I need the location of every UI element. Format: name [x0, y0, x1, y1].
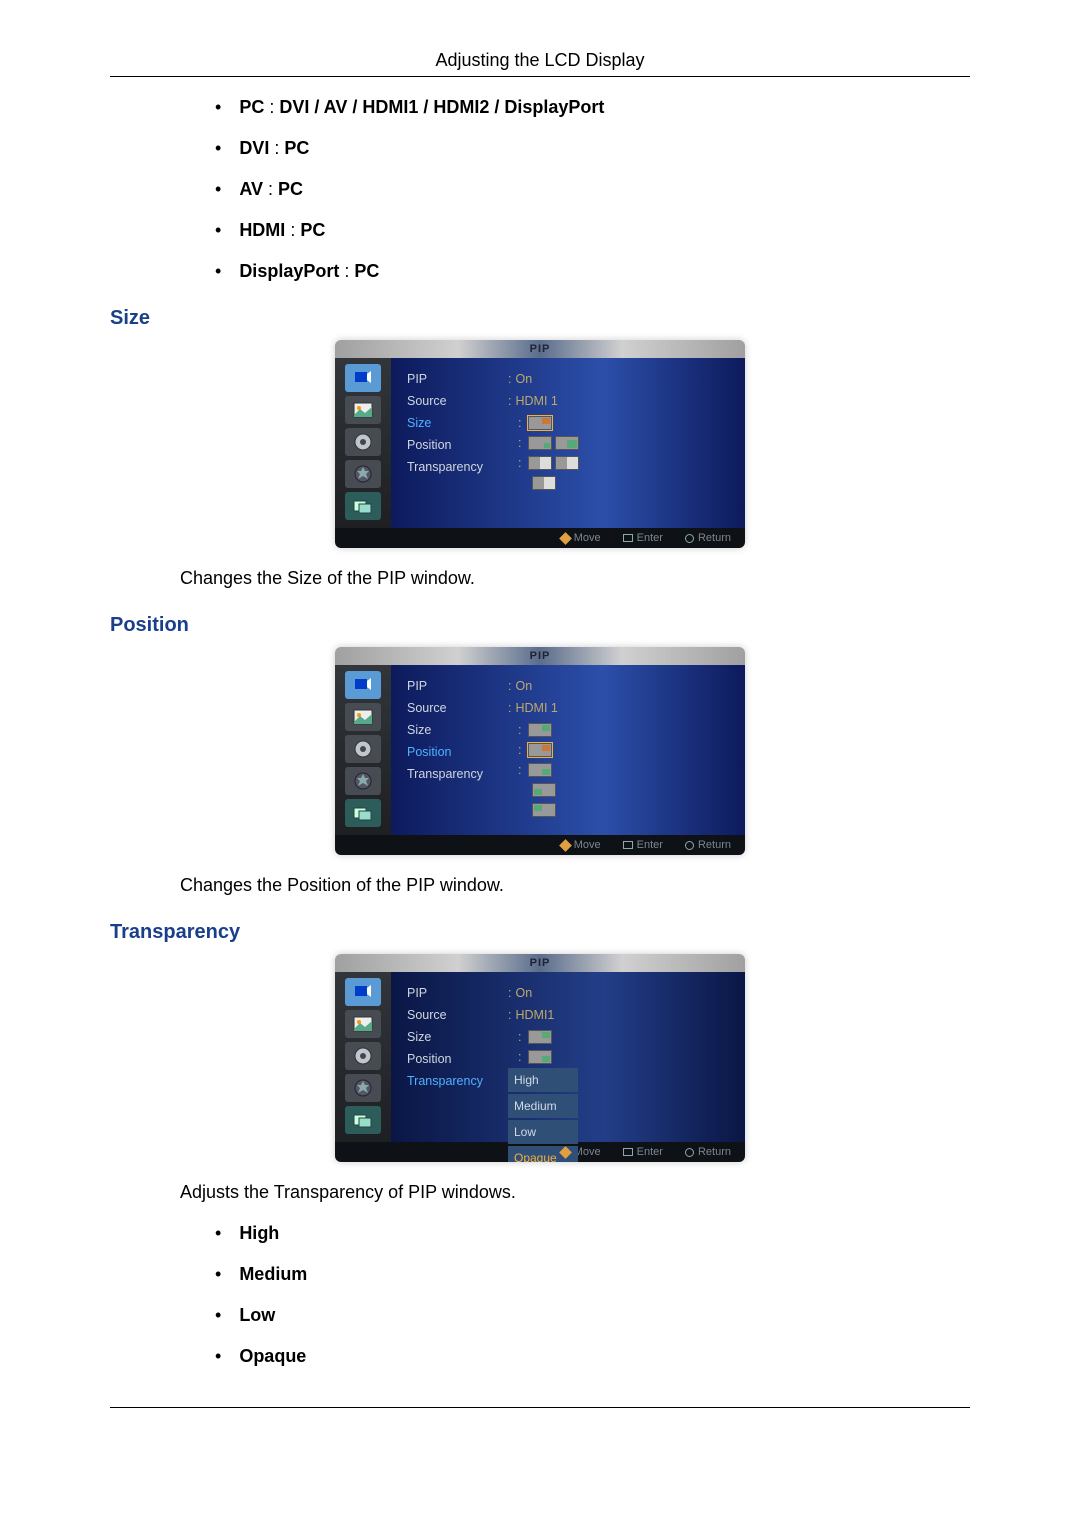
- size-option-6[interactable]: [532, 476, 556, 490]
- source-icon[interactable]: [345, 671, 381, 699]
- footer-enter: Enter: [623, 1146, 663, 1158]
- list-item: Low: [215, 1305, 970, 1326]
- picture-icon[interactable]: [345, 396, 381, 424]
- osd-sidebar: [335, 972, 391, 1142]
- size-option-1[interactable]: [528, 416, 552, 430]
- osd-title: PIP: [335, 647, 745, 665]
- footer-move: Move: [561, 1146, 601, 1158]
- size-thumb: [528, 723, 552, 737]
- header-divider: [110, 76, 970, 77]
- osd-size: PIP PIP Source Size Position Transparenc…: [110, 340, 970, 548]
- multi-control-icon[interactable]: [345, 492, 381, 520]
- setup-icon[interactable]: [345, 1074, 381, 1102]
- transparency-list: High Medium Low Opaque: [215, 1223, 970, 1367]
- section-desc-position: Changes the Position of the PIP window.: [180, 875, 970, 896]
- osd-footer: Move Enter Return: [335, 528, 745, 548]
- section-desc-size: Changes the Size of the PIP window.: [180, 568, 970, 589]
- list-item: High: [215, 1223, 970, 1244]
- footer-enter: Enter: [623, 532, 663, 544]
- section-desc-transparency: Adjusts the Transparency of PIP windows.: [180, 1182, 970, 1203]
- osd-menu-item[interactable]: Size: [407, 1026, 498, 1048]
- osd-menu-item[interactable]: PIP: [407, 675, 498, 697]
- osd-menu-item[interactable]: Position: [407, 1048, 498, 1070]
- size-option-4[interactable]: [528, 456, 552, 470]
- osd-values: :On :HDMI 1 : : :: [506, 665, 745, 835]
- sound-icon[interactable]: [345, 428, 381, 456]
- osd-menu-item[interactable]: Source: [407, 697, 498, 719]
- sound-icon[interactable]: [345, 735, 381, 763]
- size-option-2[interactable]: [528, 436, 552, 450]
- multi-control-icon[interactable]: [345, 799, 381, 827]
- sound-icon[interactable]: [345, 1042, 381, 1070]
- osd-menu-item[interactable]: Source: [407, 1004, 498, 1026]
- size-option-5[interactable]: [555, 456, 579, 470]
- osd-menu: PIP Source Size Position Transparency: [391, 972, 506, 1142]
- osd-menu-item[interactable]: Position: [407, 434, 498, 456]
- setup-icon[interactable]: [345, 460, 381, 488]
- list-item: DVI : PC: [215, 138, 970, 159]
- osd-menu-item[interactable]: Transparency: [407, 763, 498, 785]
- pos-option-br[interactable]: [528, 763, 552, 777]
- section-heading-size: Size: [110, 307, 970, 330]
- pos-option-tl[interactable]: [532, 803, 556, 817]
- osd-sidebar: [335, 358, 391, 528]
- footer-move: Move: [561, 839, 601, 851]
- osd-footer: Move Enter Return: [335, 835, 745, 855]
- pos-option-bl[interactable]: [532, 783, 556, 797]
- osd-position: PIP PIP Source Size Position Transparenc…: [110, 647, 970, 855]
- footer-move: Move: [561, 532, 601, 544]
- setup-icon[interactable]: [345, 767, 381, 795]
- source-icon[interactable]: [345, 364, 381, 392]
- list-item: AV : PC: [215, 179, 970, 200]
- osd-sidebar: [335, 665, 391, 835]
- list-item: PC : DVI / AV / HDMI1 / HDMI2 / DisplayP…: [215, 97, 970, 118]
- osd-values: :On :HDMI 1 : : :: [506, 358, 745, 528]
- footer-return: Return: [685, 532, 731, 544]
- pos-thumb: [528, 1050, 552, 1064]
- footer-return: Return: [685, 1146, 731, 1158]
- section-heading-transparency: Transparency: [110, 921, 970, 944]
- footer-divider: [110, 1407, 970, 1408]
- osd-menu-item[interactable]: Source: [407, 390, 498, 412]
- trans-option-high[interactable]: High: [508, 1068, 578, 1092]
- osd-title: PIP: [335, 954, 745, 972]
- source-list: PC : DVI / AV / HDMI1 / HDMI2 / DisplayP…: [215, 97, 970, 282]
- footer-return: Return: [685, 839, 731, 851]
- picture-icon[interactable]: [345, 703, 381, 731]
- osd-menu-item[interactable]: Transparency: [407, 456, 498, 478]
- osd-menu: PIP Source Size Position Transparency: [391, 358, 506, 528]
- list-item: Medium: [215, 1264, 970, 1285]
- osd-values: :On :HDMI1 : : High Medium Low Opaque: [506, 972, 745, 1142]
- page-header: Adjusting the LCD Display: [110, 50, 970, 77]
- multi-control-icon[interactable]: [345, 1106, 381, 1134]
- trans-option-medium[interactable]: Medium: [508, 1094, 578, 1118]
- osd-menu: PIP Source Size Position Transparency: [391, 665, 506, 835]
- list-item: DisplayPort : PC: [215, 261, 970, 282]
- osd-menu-item[interactable]: PIP: [407, 368, 498, 390]
- page-header-title: Adjusting the LCD Display: [110, 50, 970, 71]
- footer-enter: Enter: [623, 839, 663, 851]
- size-option-3[interactable]: [555, 436, 579, 450]
- source-icon[interactable]: [345, 978, 381, 1006]
- picture-icon[interactable]: [345, 1010, 381, 1038]
- osd-menu-item[interactable]: Transparency: [407, 1070, 498, 1092]
- osd-menu-item[interactable]: Size: [407, 412, 498, 434]
- osd-title: PIP: [335, 340, 745, 358]
- list-item: Opaque: [215, 1346, 970, 1367]
- size-thumb: [528, 1030, 552, 1044]
- pos-option-tr[interactable]: [528, 743, 552, 757]
- osd-menu-item[interactable]: Position: [407, 741, 498, 763]
- list-item: HDMI : PC: [215, 220, 970, 241]
- trans-option-low[interactable]: Low: [508, 1120, 578, 1144]
- section-heading-position: Position: [110, 614, 970, 637]
- osd-menu-item[interactable]: Size: [407, 719, 498, 741]
- osd-transparency: PIP PIP Source Size Position Transparenc…: [110, 954, 970, 1162]
- osd-menu-item[interactable]: PIP: [407, 982, 498, 1004]
